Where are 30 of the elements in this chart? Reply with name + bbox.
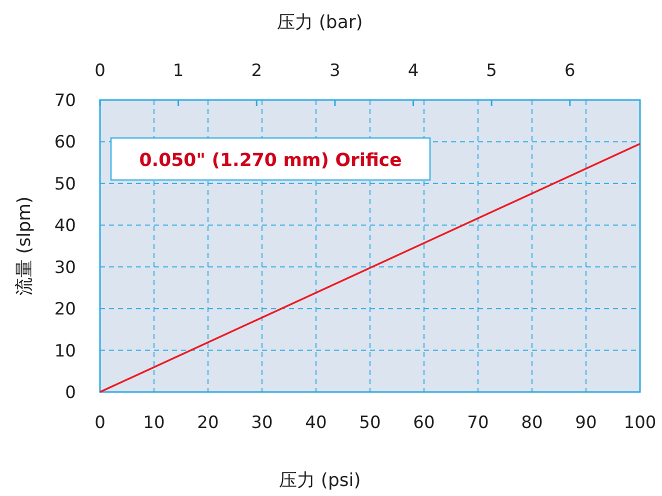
x2-axis-title: 压力 (bar) <box>277 12 363 33</box>
x-tick-label: 100 <box>624 413 656 433</box>
x2-tick-label: 4 <box>408 61 419 81</box>
x-tick-label: 30 <box>251 413 273 433</box>
y-tick-label: 50 <box>54 174 76 194</box>
x-tick-label: 70 <box>467 413 489 433</box>
y-axis-title: 流量 (slpm) <box>14 196 35 296</box>
x2-tick-label: 3 <box>330 61 340 81</box>
x-tick-label: 20 <box>197 413 219 433</box>
y-tick-label: 30 <box>54 258 76 278</box>
x2-tick-label: 6 <box>564 61 576 81</box>
x2-tick-label: 1 <box>172 61 184 81</box>
x2-tick-label: 2 <box>251 61 262 81</box>
y-tick-label: 20 <box>54 300 76 320</box>
x-tick-label: 60 <box>413 413 435 433</box>
y-tick-label: 10 <box>54 341 76 362</box>
annotation: 0.050" (1.270 mm) Orifice <box>139 150 402 171</box>
y-tick-label: 70 <box>54 91 76 111</box>
x-tick-label: 90 <box>575 413 597 433</box>
x-axis-title: 压力 (psi) <box>279 470 361 491</box>
x-tick-label: 50 <box>359 413 381 433</box>
x-tick-label: 0 <box>94 413 106 433</box>
y-tick-label: 60 <box>54 132 76 153</box>
x-tick-label: 40 <box>305 413 327 433</box>
y-tick-label: 0 <box>65 383 76 403</box>
x2-tick-label: 0 <box>94 61 106 81</box>
x2-tick-label: 5 <box>486 61 497 81</box>
y-tick-label: 40 <box>54 216 76 236</box>
x-tick-label: 10 <box>143 413 165 433</box>
x-tick-label: 80 <box>521 413 543 433</box>
